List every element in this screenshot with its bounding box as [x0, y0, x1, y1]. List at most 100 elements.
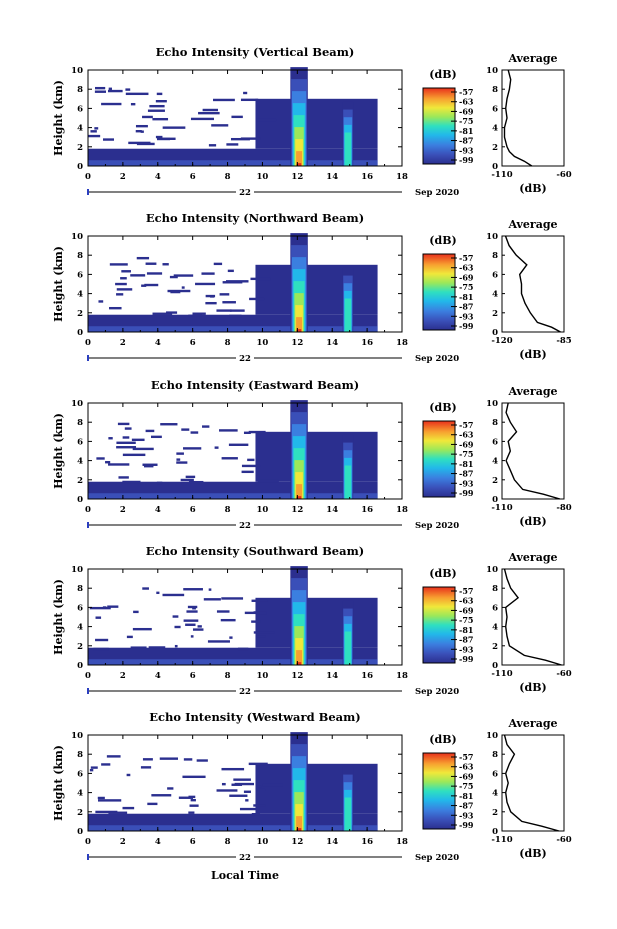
echo-patch	[188, 314, 203, 317]
x-tick-label: 4	[155, 338, 161, 348]
x-tick-label: 18	[396, 172, 408, 182]
echo-patch	[120, 277, 127, 280]
echo-core-level	[296, 662, 302, 665]
echo-patch	[183, 758, 193, 761]
echo-patch	[230, 137, 250, 141]
average-x-tick-label: -110	[491, 170, 512, 180]
echo-patch	[144, 464, 154, 468]
colorbar-tick-label: -87	[459, 302, 473, 312]
y-tick-label: 2	[77, 642, 83, 652]
colorbar-tick-label: -63	[459, 430, 474, 440]
colorbar-tick-label: -93	[459, 644, 474, 654]
echo-patch	[256, 635, 266, 638]
echo-patch	[174, 644, 178, 648]
x-tick-label: 0	[85, 172, 91, 182]
echo-patch	[160, 423, 178, 426]
average-y-tick-label: 8	[492, 584, 498, 594]
x-tick-label: 2	[120, 505, 126, 515]
average-x-tick-label: -60	[556, 835, 571, 845]
echo-band-lower	[88, 659, 378, 665]
y-tick-label: 4	[77, 124, 83, 134]
heatmap-layer	[88, 732, 378, 831]
day-label-bg	[236, 352, 254, 362]
colorbar-tick-label: -63	[459, 762, 474, 772]
echo-patch	[190, 431, 199, 434]
echo-patch	[122, 806, 135, 810]
x-tick-label: 12	[291, 837, 303, 847]
x-tick-label: 14	[326, 338, 338, 348]
echo-patch	[136, 142, 155, 146]
echo-patch	[229, 314, 242, 318]
colorbar-tick-label: -63	[459, 97, 474, 107]
average-x-tick-label: -60	[556, 669, 571, 679]
echo-core-level	[346, 820, 350, 831]
echo-patch	[183, 447, 202, 450]
echo-patch	[102, 606, 107, 609]
y-axis-label: Height (km)	[52, 413, 65, 489]
echo-patch	[105, 461, 111, 464]
echo-patch	[108, 811, 128, 814]
x-tick-label: 6	[190, 172, 196, 182]
y-tick-label: 8	[77, 584, 83, 594]
echo-patch	[176, 461, 188, 464]
y-tick-label: 0	[77, 162, 83, 172]
average-x-tick-label: -110	[491, 503, 512, 513]
echo-patch	[207, 640, 230, 643]
echo-patch	[251, 812, 260, 816]
colorbar-tick-label: -87	[459, 635, 473, 645]
echo-cloud-layer	[255, 264, 378, 315]
colorbar-tick-label: -57	[459, 253, 473, 263]
colorbar-tick-label: -75	[459, 449, 473, 459]
echo-core-level	[296, 828, 302, 831]
echo-patch	[156, 591, 160, 595]
echo-patch	[221, 782, 226, 786]
average-title: Average	[507, 717, 557, 730]
echo-core-level	[346, 654, 350, 665]
y-tick-label: 10	[71, 399, 83, 409]
echo-patch	[169, 275, 178, 279]
echo-patch	[221, 767, 245, 771]
echo-patch	[190, 635, 194, 638]
echo-patch	[247, 458, 255, 462]
echo-patch	[208, 588, 212, 591]
y-tick-label: 4	[77, 290, 83, 300]
echo-patch	[176, 452, 184, 455]
echo-patch	[188, 480, 204, 484]
x-tick-label: 10	[257, 837, 269, 847]
colorbar-tick-label: -99	[459, 488, 474, 498]
x-tick-label: 6	[190, 338, 196, 348]
echo-patch	[182, 775, 206, 779]
echo-patch	[240, 98, 259, 102]
echo-patch	[229, 794, 248, 797]
average-unit: (dB)	[519, 847, 546, 860]
echo-patch	[253, 631, 275, 634]
echo-patch	[220, 618, 236, 622]
colorbar	[422, 87, 456, 165]
average-x-tick-label: -110	[491, 835, 512, 845]
panel-0: Echo Intensity (Vertical Beam) Height (km…	[52, 45, 572, 198]
colorbar-tick-label: -99	[459, 654, 474, 664]
echo-band-lower	[88, 493, 378, 499]
echo-patch	[233, 778, 251, 781]
echo-patch	[125, 88, 131, 91]
y-tick-label: 4	[77, 623, 83, 633]
echo-core-level	[296, 329, 302, 332]
x-tick-label: 10	[257, 505, 269, 515]
echo-patch	[140, 766, 152, 769]
echo-patch	[253, 804, 266, 807]
echo-patch	[262, 783, 283, 787]
echo-patch	[228, 443, 249, 446]
y-tick-label: 8	[77, 85, 83, 95]
x-tick-label: 18	[396, 837, 408, 847]
echo-patch	[248, 762, 268, 766]
heatmap-layer	[88, 566, 378, 665]
date-label: Sep 2020	[415, 521, 459, 531]
day-label: 22	[239, 853, 251, 863]
x-tick-label: 0	[85, 671, 91, 681]
average-y-tick-label: 4	[492, 789, 498, 799]
echo-patch	[108, 87, 112, 90]
panel-4: Echo Intensity (Westward Beam) Height (km…	[52, 710, 572, 863]
colorbar-tick-label: -81	[459, 126, 473, 136]
x-tick-label: 12	[291, 671, 303, 681]
echo-patch	[142, 587, 149, 590]
